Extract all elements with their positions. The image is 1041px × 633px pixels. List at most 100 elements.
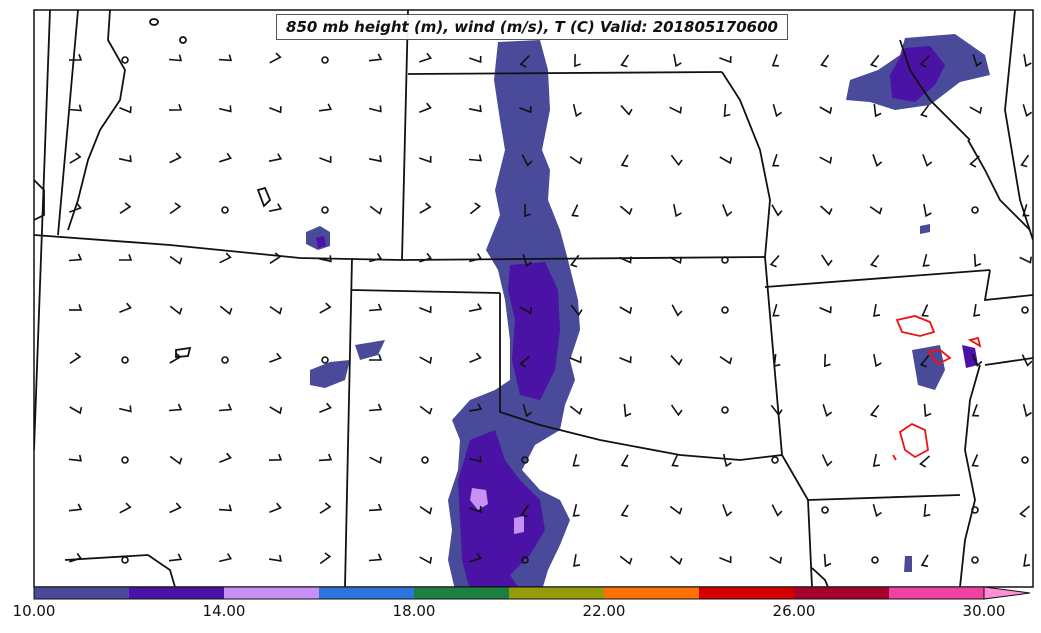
wind-barb bbox=[168, 54, 183, 62]
wind-barb bbox=[268, 153, 283, 162]
wind-barb bbox=[368, 105, 382, 113]
calm-circle bbox=[1021, 456, 1029, 464]
shade-blob-nm-2 bbox=[355, 340, 385, 360]
wind-barb bbox=[969, 106, 983, 115]
wind-barb bbox=[119, 254, 133, 261]
shade-band-14-a bbox=[470, 488, 488, 510]
calm-circle bbox=[321, 356, 329, 364]
wind-barb bbox=[572, 104, 582, 118]
calm-circle bbox=[971, 556, 979, 564]
wind-barb bbox=[469, 552, 483, 563]
wind-barb bbox=[368, 253, 383, 263]
shade-blob-la bbox=[904, 556, 912, 572]
wind-barb bbox=[823, 353, 831, 368]
wind-barb bbox=[468, 154, 483, 162]
wind-barb bbox=[819, 156, 833, 165]
calm-circle bbox=[121, 556, 129, 564]
wind-barb bbox=[722, 204, 733, 217]
wind-barbs bbox=[68, 52, 1033, 568]
wind-barb bbox=[719, 556, 732, 564]
colorbar-tick-label: 10.00 bbox=[12, 602, 56, 620]
wind-barb bbox=[1023, 53, 1032, 68]
wind-barb bbox=[620, 454, 629, 468]
wind-barb bbox=[368, 403, 383, 412]
wind-barb bbox=[419, 52, 433, 63]
wind-barb bbox=[872, 453, 880, 467]
wind-barb bbox=[620, 54, 630, 68]
wind-barb bbox=[219, 305, 233, 316]
wind-barb bbox=[869, 404, 880, 418]
colorbar-tick-label: 18.00 bbox=[392, 602, 436, 620]
shade-blob-nm bbox=[310, 360, 350, 388]
wind-barb bbox=[269, 252, 282, 264]
shade-blob-ark bbox=[912, 345, 945, 390]
wind-barb bbox=[1022, 404, 1032, 418]
wind-barb bbox=[773, 353, 781, 368]
wind-barb bbox=[368, 303, 383, 312]
wind-barb bbox=[873, 353, 882, 368]
colorbar-segment bbox=[224, 587, 320, 599]
wind-barb bbox=[169, 352, 182, 364]
wind-barb bbox=[1020, 154, 1030, 168]
wind-barb bbox=[573, 553, 581, 567]
wind-barb bbox=[419, 252, 433, 263]
wind-barb bbox=[169, 305, 183, 316]
wind-barb bbox=[869, 54, 880, 68]
wind-barb bbox=[218, 403, 233, 412]
wind-barb bbox=[69, 552, 83, 563]
wind-barb bbox=[821, 454, 833, 467]
shade-blob-ark-2 bbox=[962, 345, 978, 368]
wind-barb bbox=[620, 154, 629, 168]
wind-barb bbox=[419, 356, 433, 365]
wind-barb bbox=[771, 204, 783, 217]
wind-barb bbox=[719, 56, 732, 64]
wind-barb bbox=[923, 203, 932, 218]
wind-barb bbox=[673, 53, 682, 68]
wind-barb bbox=[319, 552, 332, 565]
shade-blob-mo bbox=[920, 224, 930, 234]
wind-barb bbox=[468, 253, 483, 263]
wind-barb bbox=[119, 106, 132, 114]
wind-barb bbox=[769, 254, 780, 268]
shade-band-12-north bbox=[508, 262, 560, 400]
calm-circle bbox=[521, 456, 529, 464]
wind-barb bbox=[368, 155, 382, 163]
wind-barb bbox=[923, 503, 931, 518]
wind-barb bbox=[69, 406, 83, 415]
wind-barb bbox=[971, 404, 979, 417]
wind-barb bbox=[269, 502, 282, 513]
wind-barb bbox=[68, 253, 83, 262]
wind-barb bbox=[519, 55, 530, 68]
wind-barb bbox=[419, 306, 432, 314]
wind-barb bbox=[168, 104, 183, 111]
wind-barb bbox=[1023, 553, 1031, 567]
wind-barb bbox=[873, 103, 882, 118]
wind-barb bbox=[419, 202, 432, 214]
wind-barb bbox=[468, 455, 482, 463]
wind-barb bbox=[169, 502, 182, 514]
wind-barb bbox=[118, 155, 132, 163]
wind-barb bbox=[268, 453, 283, 461]
wind-barb bbox=[69, 352, 82, 364]
wind-barb bbox=[669, 505, 683, 515]
wind-barb bbox=[419, 505, 433, 515]
wind-barb bbox=[219, 553, 233, 563]
wind-barb bbox=[872, 154, 883, 168]
wind-barb bbox=[971, 354, 983, 367]
wind-barb bbox=[1019, 256, 1032, 264]
colorbar-extend-arrow bbox=[983, 586, 1031, 600]
wind-barb bbox=[318, 255, 332, 263]
wind-barb bbox=[771, 504, 783, 517]
calm-circle bbox=[221, 356, 229, 364]
wind-barb bbox=[569, 405, 583, 416]
wind-barb bbox=[519, 106, 532, 114]
wind-barb bbox=[670, 154, 683, 167]
wind-barb bbox=[919, 55, 930, 68]
wind-barb bbox=[723, 103, 731, 118]
colorbar-segment bbox=[794, 587, 890, 599]
wind-barb bbox=[319, 156, 332, 164]
wind-barb bbox=[68, 104, 83, 112]
wind-barb bbox=[973, 253, 982, 268]
calm-circle bbox=[721, 406, 729, 414]
